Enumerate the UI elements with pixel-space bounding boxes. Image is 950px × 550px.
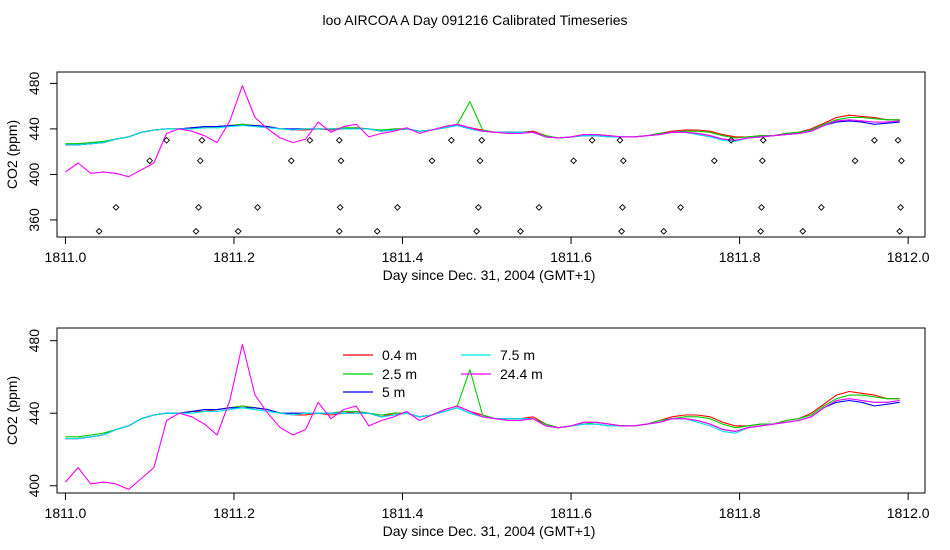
legend-label-2-5-m: 2.5 m <box>382 366 417 382</box>
diamond-marker <box>851 157 859 165</box>
diamond-marker <box>287 157 295 165</box>
diamond-marker <box>394 203 401 211</box>
diamond-marker <box>428 157 436 165</box>
legend-label-5-m: 5 m <box>382 384 405 400</box>
diamond-marker <box>146 157 154 165</box>
diamond-marker <box>473 227 481 235</box>
diamond-marker <box>478 136 486 144</box>
diamond-marker <box>817 203 825 211</box>
diamond-marker <box>447 136 455 144</box>
diamond-marker <box>474 203 482 211</box>
diamond-marker <box>517 227 524 235</box>
x-tick-label: 1812.0 <box>887 505 930 521</box>
top-panel: 1811.0 1811.2 1811.4 1811.6 1811.8 1812.0 360 4… <box>4 71 930 283</box>
x-tick-label: 1811.4 <box>382 249 424 265</box>
y-tick-label: 480 <box>26 329 42 353</box>
plot-data <box>65 85 905 235</box>
x-tick-label: 1811.8 <box>719 505 761 521</box>
diamond-marker <box>677 203 685 211</box>
bottom-panel: 1811.0 1811.2 1811.4 1811.6 1811.8 1812.0 400 4… <box>4 327 930 539</box>
x-tick-label: 1811.0 <box>45 505 87 521</box>
diamond-marker <box>196 157 204 165</box>
diamond-marker <box>618 227 626 235</box>
y-tick-label: 400 <box>26 474 42 498</box>
diamond-marker <box>897 203 904 211</box>
diamond-marker <box>335 136 343 144</box>
diamond-marker <box>727 136 735 144</box>
diamond-marker <box>619 203 626 211</box>
y-tick-label: 480 <box>26 71 42 95</box>
figure-title: loo AIRCOA A Day 091216 Calibrated Times… <box>322 12 627 28</box>
diamond-marker <box>616 136 624 144</box>
legend-label-24-4-m: 24.4 m <box>500 366 543 382</box>
y-axis-label: CO2 (ppm) <box>4 120 20 189</box>
y-tick-label: 440 <box>26 117 42 141</box>
diamond-marker <box>535 203 543 211</box>
x-tick-label: 1811.2 <box>213 249 255 265</box>
diamond-marker <box>799 227 807 235</box>
x-tick-label: 1811.2 <box>213 505 255 521</box>
y-tick-label: 360 <box>26 208 42 232</box>
diamond-marker <box>337 157 345 165</box>
plot-frame <box>56 327 926 494</box>
diamond-marker <box>112 203 120 211</box>
x-axis-label: Day since Dec. 31, 2004 (GMT+1) <box>383 267 596 283</box>
plot-data <box>64 343 900 490</box>
x-tick-label: 1812.0 <box>887 249 930 265</box>
y-tick-label: 400 <box>26 163 42 187</box>
diamond-marker <box>710 157 718 165</box>
diamond-marker <box>660 227 668 235</box>
diamond-marker <box>192 227 200 235</box>
x-tick-label: 1811.6 <box>550 505 592 521</box>
diamond-marker <box>619 157 627 165</box>
diamond-marker <box>476 157 484 165</box>
diamond-marker <box>896 227 904 235</box>
diamond-marker <box>234 227 242 235</box>
y-axis-label: CO2 (ppm) <box>4 376 20 445</box>
diamond-marker <box>570 157 578 165</box>
x-tick-label: 1811.6 <box>550 249 592 265</box>
x-tick-label: 1811.4 <box>382 505 424 521</box>
y-tick-label: 440 <box>26 401 42 425</box>
diamond-marker <box>758 203 765 211</box>
diamond-marker <box>335 227 343 235</box>
diamond-marker <box>336 203 344 211</box>
diamond-marker <box>163 136 170 144</box>
diamond-marker <box>871 136 878 144</box>
plot-frame <box>56 71 926 238</box>
diamond-marker <box>254 203 262 211</box>
diamond-marker <box>373 227 381 235</box>
diamond-marker <box>757 227 765 235</box>
x-axis-label: Day since Dec. 31, 2004 (GMT+1) <box>383 523 596 539</box>
legend: 0.4 m 2.5 m 5 m 7.5 m 24.4 m <box>343 347 543 400</box>
x-tick-label: 1811.8 <box>719 249 761 265</box>
diamond-marker <box>894 136 902 144</box>
x-tick-label: 1811.0 <box>45 249 87 265</box>
series-line-24-4-m <box>64 343 900 490</box>
diamond-marker <box>759 136 767 144</box>
diamond-marker <box>588 136 596 144</box>
diamond-marker <box>95 227 103 235</box>
legend-label-0-4-m: 0.4 m <box>382 347 417 363</box>
series-line-24-4-m <box>65 85 900 178</box>
diamond-marker <box>758 157 766 165</box>
diamond-marker <box>897 157 905 165</box>
diamond-marker <box>195 203 203 211</box>
diamond-marker <box>198 136 206 144</box>
diamond-marker <box>306 136 314 144</box>
legend-label-7-5-m: 7.5 m <box>500 347 535 363</box>
